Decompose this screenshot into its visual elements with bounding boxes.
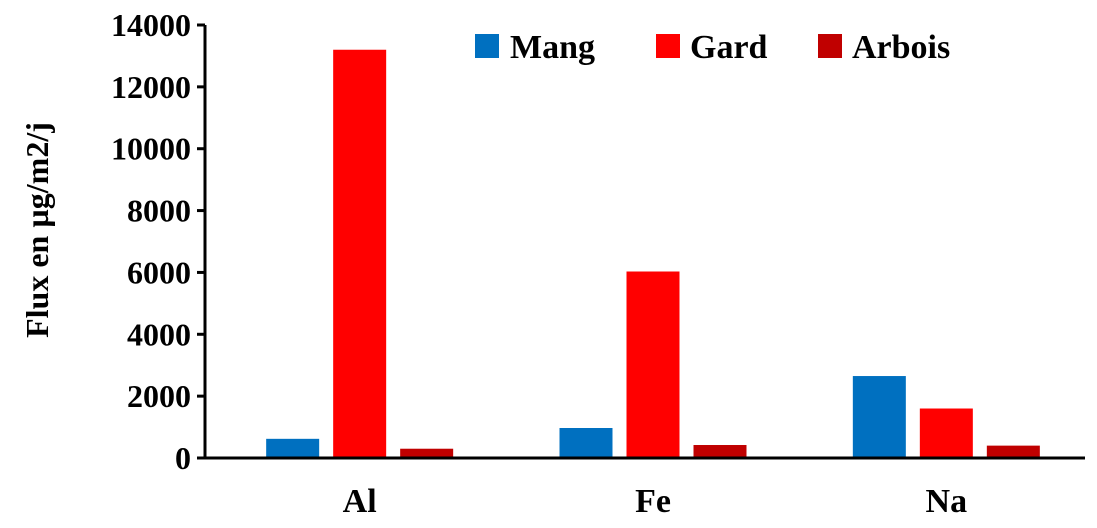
- bar-mang-al: [266, 438, 320, 458]
- x-category-label: Al: [343, 483, 377, 520]
- y-tick-label: 4000: [127, 316, 191, 352]
- y-axis-title: Flux en µg/m2/j: [19, 122, 55, 338]
- legend-label-gard: Gard: [690, 29, 768, 66]
- x-axis-labels: Al Fe Na: [343, 483, 967, 520]
- x-category-label: Fe: [635, 483, 671, 520]
- y-tick-label: 12000: [111, 69, 191, 105]
- y-tick-label: 6000: [127, 254, 191, 290]
- y-axis-ticks: 0 2000 4000 6000 8000 10000 12000 14000: [111, 7, 205, 476]
- legend: Mang Gard Arbois: [475, 29, 950, 66]
- legend-swatch-mang: [475, 34, 499, 58]
- y-tick-label: 0: [175, 440, 191, 476]
- legend-label-mang: Mang: [510, 29, 595, 66]
- legend-swatch-arbois: [818, 34, 842, 58]
- legend-label-arbois: Arbois: [852, 29, 950, 66]
- bar-gard-fe: [626, 271, 680, 458]
- bar-mang-fe: [559, 427, 613, 458]
- y-tick-label: 10000: [111, 131, 191, 167]
- y-tick-label: 2000: [127, 378, 191, 414]
- y-tick-label: 8000: [127, 193, 191, 229]
- bar-arbois-na: [986, 445, 1040, 458]
- x-category-label: Na: [926, 483, 968, 520]
- bars: [266, 49, 1040, 458]
- bar-gard-al: [333, 49, 387, 458]
- bar-mang-na: [852, 376, 906, 458]
- bar-arbois-al: [400, 448, 454, 458]
- y-tick-label: 14000: [111, 7, 191, 43]
- bar-gard-na: [919, 408, 973, 458]
- legend-swatch-gard: [656, 34, 680, 58]
- bar-arbois-fe: [693, 445, 747, 458]
